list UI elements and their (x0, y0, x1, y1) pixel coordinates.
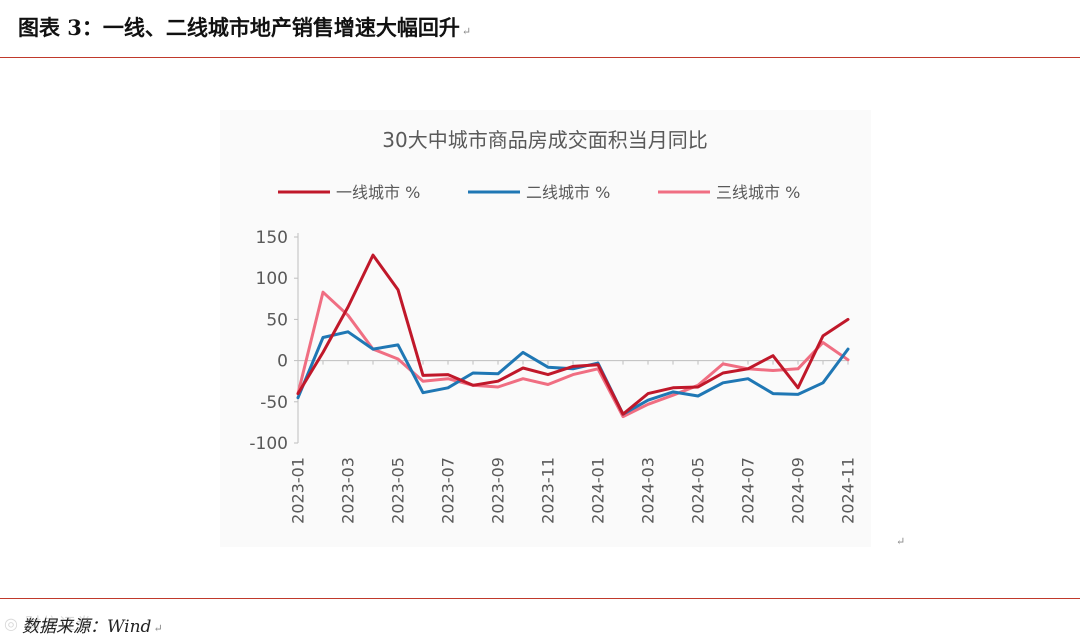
y-tick-label: -100 (249, 434, 288, 454)
x-tick-label: 2024-01 (589, 457, 608, 524)
legend-label-3: 三线城市 % (716, 183, 800, 202)
series-line-3 (296, 290, 850, 419)
x-tick-label: 2023-05 (389, 457, 408, 524)
paragraph-mark-icon: ↵ (896, 535, 906, 548)
x-tick-label: 2024-05 (689, 457, 708, 524)
y-tick-label: 50 (266, 310, 288, 330)
paragraph-mark-icon: ↵ (461, 25, 472, 38)
y-tick-label: 0 (277, 352, 288, 372)
series-line-1 (296, 253, 850, 416)
y-tick-label: 150 (256, 228, 288, 248)
x-tick-label: 2023-09 (489, 457, 508, 524)
source-note: 数据来源：Wind ↵ (22, 612, 163, 637)
x-tick-label: 2023-11 (539, 457, 558, 524)
chart-panel: 30大中城市商品房成交面积当月同比一线城市 % 二线城市 % 三线城市 % 150 10… (220, 110, 871, 547)
x-tick-label: 2023-03 (339, 457, 358, 524)
source-text: 数据来源：Wind (22, 617, 152, 637)
x-tick-label: 2023-01 (289, 457, 308, 524)
x-tick-label: 2024-09 (789, 457, 808, 524)
y-tick-label: -50 (260, 393, 288, 413)
legend-label-2: 二线城市 % (526, 183, 610, 202)
x-tick-label: 2023-07 (439, 457, 458, 524)
y-tick-label: 100 (256, 269, 288, 289)
x-tick-label: 2024-03 (639, 457, 658, 524)
figure-title-text: 图表 3：一线、二线城市地产销售增速大幅回升 (18, 15, 460, 40)
paragraph-mark-icon: ↵ (153, 622, 163, 635)
x-tick-label: 2024-07 (739, 457, 758, 524)
watermark-logo: ◎ 财信证券 (4, 614, 94, 633)
legend-label-1: 一线城市 % (336, 183, 420, 202)
series-line-2 (296, 330, 850, 416)
footer-divider (0, 598, 1080, 599)
x-tick-label: 2024-11 (839, 457, 858, 524)
report-figure-title: 图表 3：一线、二线城市地产销售增速大幅回升 ↵ (18, 12, 1068, 42)
chart-title: 30大中城市商品房成交面积当月同比 (382, 128, 707, 152)
header-divider (0, 57, 1080, 58)
